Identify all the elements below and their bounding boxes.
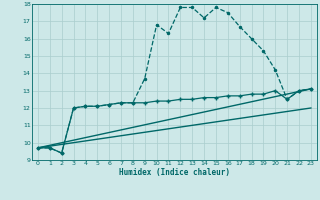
- X-axis label: Humidex (Indice chaleur): Humidex (Indice chaleur): [119, 168, 230, 177]
